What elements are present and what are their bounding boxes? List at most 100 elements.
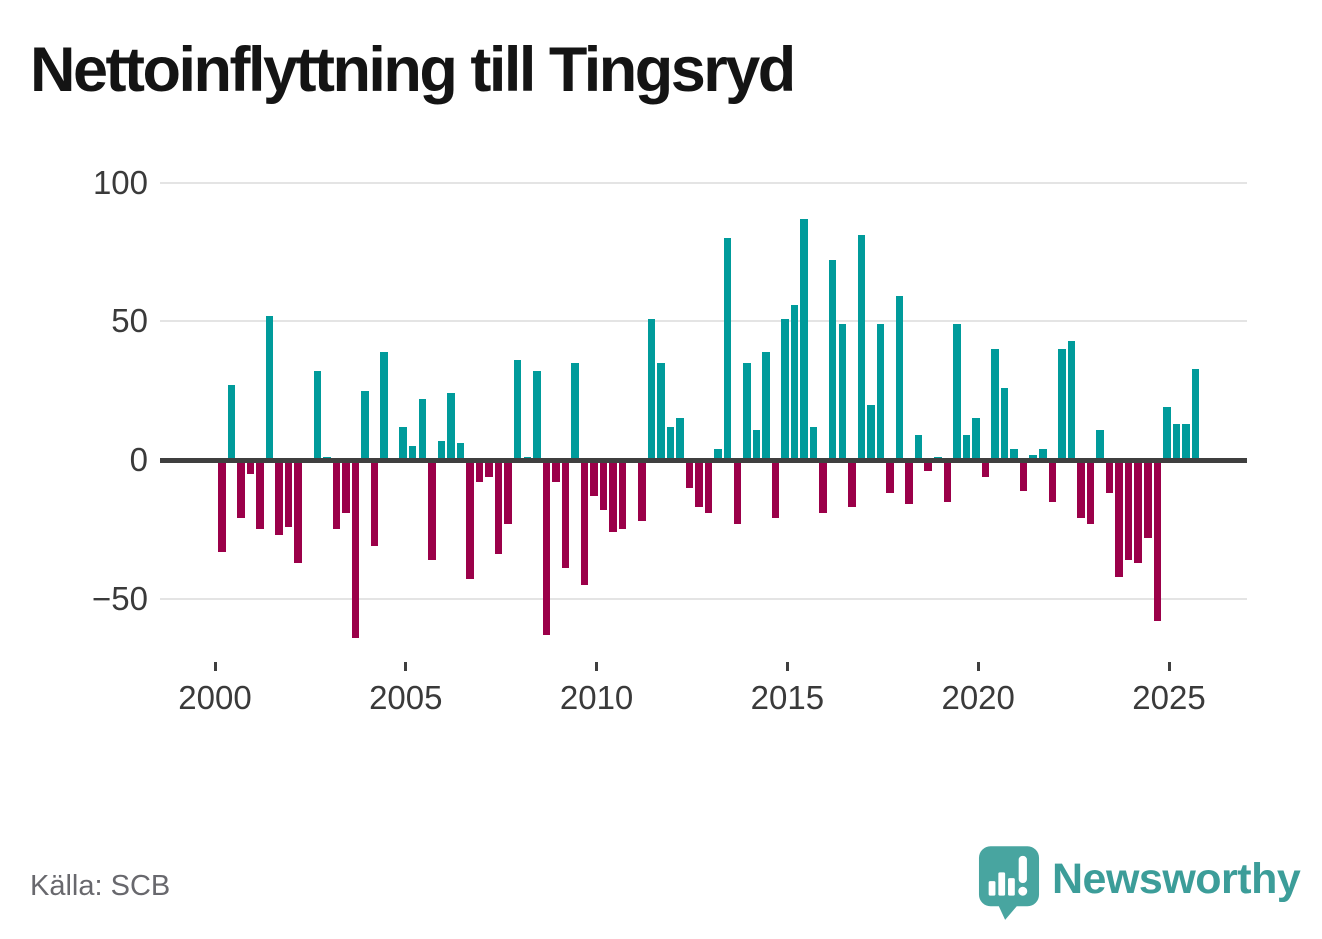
bar-2011-Q2 [647, 318, 656, 462]
bar-2002-Q1 [294, 458, 302, 563]
newsworthy-logo: Newsworthy [978, 845, 1308, 925]
bar-2014-Q1 [752, 429, 761, 462]
bar-2015-Q1 [790, 304, 799, 462]
bar-2022-Q2 [1067, 340, 1076, 462]
bar-2011-Q4 [666, 426, 675, 462]
bar-2023-Q2 [1105, 458, 1114, 494]
bar-2021-Q1 [1019, 458, 1028, 491]
bar-2006-Q4 [475, 458, 484, 483]
bar-2025-Q1 [1172, 423, 1181, 462]
bar-2016-Q3 [848, 458, 856, 508]
bar-2005-Q3 [428, 458, 436, 560]
bar-2018-Q2 [914, 435, 923, 462]
bar-2025-Q3 [1191, 368, 1200, 462]
bar-2016-Q4 [857, 235, 866, 462]
bar-2004-Q2 [380, 351, 388, 462]
bar-2012-Q4 [704, 458, 713, 513]
bar-2006-Q1 [447, 393, 455, 462]
bar-2012-Q1 [676, 418, 684, 462]
bar-2017-Q2 [876, 324, 885, 462]
x-axis-label: 2025 [1132, 679, 1206, 716]
bar-2003-Q4 [361, 390, 369, 462]
bar-2024-Q4 [1163, 407, 1171, 462]
bar-2009-Q2 [571, 362, 579, 462]
bar-2003-Q2 [342, 458, 350, 513]
bar-2007-Q3 [504, 458, 512, 524]
x-axis-tick [976, 662, 980, 671]
bar-2021-Q4 [1048, 458, 1057, 502]
bar-2022-Q4 [1086, 458, 1095, 524]
bar-2007-Q4 [513, 360, 522, 462]
bar-2005-Q4 [437, 440, 446, 462]
bar-2000-Q1 [218, 458, 226, 552]
bar-2001-Q1 [256, 458, 264, 530]
bar-2013-Q2 [723, 238, 732, 462]
bar-2000-Q4 [246, 458, 255, 474]
bar-2009-Q4 [590, 458, 598, 497]
y-axis-label: 100 [92, 163, 148, 201]
bar-2010-Q2 [609, 458, 617, 533]
bar-2017-Q1 [867, 404, 875, 462]
bar-2025-Q2 [1182, 423, 1190, 462]
bar-2020-Q4 [1010, 448, 1018, 462]
bar-2021-Q3 [1039, 448, 1047, 462]
newsworthy-logo-icon [978, 846, 1040, 920]
bar-2019-Q3 [962, 435, 971, 462]
bar-2020-Q1 [981, 458, 990, 477]
bar-2024-Q2 [1144, 458, 1152, 538]
bar-2005-Q2 [418, 399, 427, 462]
x-axis-tick [1167, 662, 1171, 671]
bar-2003-Q3 [351, 458, 360, 638]
bar-2000-Q2 [227, 385, 236, 462]
bar-2023-Q3 [1115, 458, 1123, 577]
bar-2000-Q3 [237, 458, 245, 519]
bar-2008-Q2 [533, 371, 541, 462]
bar-2015-Q4 [819, 458, 827, 513]
bar-2017-Q4 [895, 296, 904, 462]
bar-2018-Q1 [905, 458, 913, 505]
bar-2016-Q2 [838, 324, 847, 462]
bar-2001-Q3 [275, 458, 283, 535]
bar-2008-Q3 [542, 458, 551, 635]
bar-2014-Q4 [781, 318, 789, 462]
bar-2006-Q2 [456, 443, 465, 462]
bar-2012-Q2 [685, 458, 694, 488]
bar-2017-Q3 [886, 458, 894, 494]
bar-2023-Q4 [1124, 458, 1133, 560]
bar-2005-Q1 [408, 446, 417, 462]
bar-2019-Q2 [953, 324, 961, 462]
x-axis-label: 2020 [941, 679, 1015, 716]
newsworthy-wordmark: Newsworthy [1052, 855, 1301, 903]
bar-2010-Q3 [618, 458, 627, 530]
bar-2020-Q3 [1000, 387, 1009, 462]
bar-2011-Q1 [638, 458, 646, 521]
bar-2015-Q2 [800, 218, 808, 462]
bar-2015-Q3 [809, 426, 818, 462]
bar-2016-Q1 [828, 260, 837, 462]
y-axis-label: −50 [92, 579, 148, 617]
y-axis-label: 0 [129, 441, 148, 478]
bar-2012-Q3 [695, 458, 703, 508]
bar-2020-Q2 [991, 349, 999, 462]
bar-2013-Q1 [714, 448, 722, 462]
x-axis-tick [213, 662, 217, 671]
x-axis-label: 2000 [178, 679, 252, 716]
bar-2024-Q3 [1153, 458, 1162, 621]
bar-2008-Q4 [552, 458, 560, 483]
bar-2022-Q3 [1077, 458, 1085, 519]
bar-2018-Q3 [924, 458, 932, 472]
bar-2019-Q1 [943, 458, 952, 502]
y-axis-label: 50 [111, 302, 148, 340]
bar-2022-Q1 [1058, 349, 1066, 462]
bar-2004-Q1 [370, 458, 379, 546]
bar-2013-Q3 [733, 458, 742, 524]
bar-2007-Q1 [485, 458, 493, 477]
bar-2002-Q3 [313, 371, 322, 462]
bar-2019-Q4 [972, 418, 980, 462]
gridline [160, 181, 1247, 184]
bar-2010-Q1 [599, 458, 608, 510]
bar-2009-Q3 [580, 458, 589, 585]
bar-2023-Q1 [1096, 429, 1104, 462]
bar-2024-Q1 [1134, 458, 1142, 563]
bar-2009-Q1 [561, 458, 570, 569]
